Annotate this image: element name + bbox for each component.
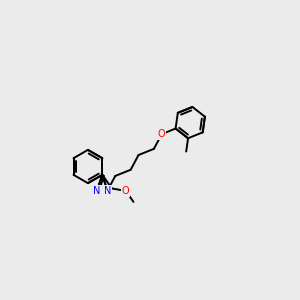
Text: N: N (104, 186, 111, 196)
Text: N: N (94, 186, 101, 196)
Text: O: O (122, 186, 130, 196)
Text: O: O (158, 129, 166, 139)
